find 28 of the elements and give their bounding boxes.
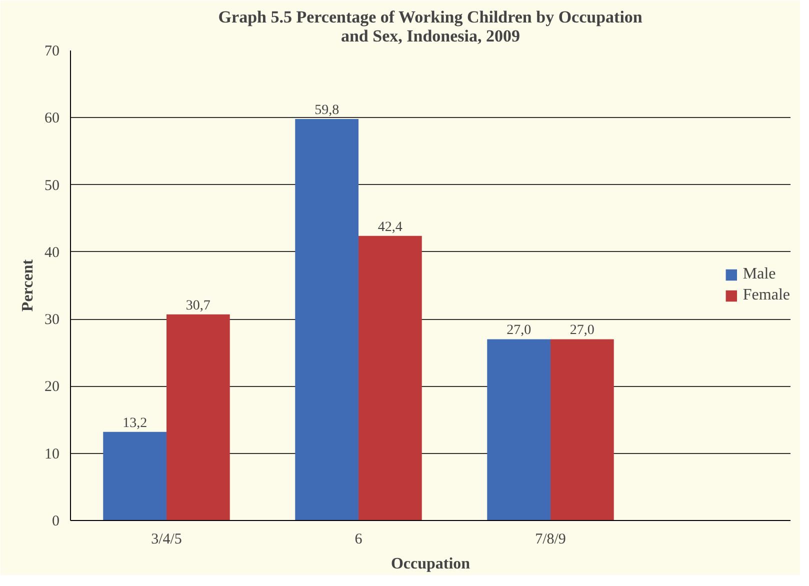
chart-title: Graph 5.5 Percentage of Working Children by Occupation and Sex, Indonesia, 2009	[218, 8, 643, 46]
legend-label: Male	[742, 266, 776, 284]
y-tick-label: 20	[44, 379, 60, 396]
y-axis-title: Percent	[20, 258, 36, 312]
x-axis-title: Occupation	[390, 556, 470, 572]
data-label: 59,8	[314, 102, 340, 118]
data-label: 13,2	[122, 416, 148, 431]
bar	[358, 236, 422, 520]
y-tick-label: 10	[44, 446, 60, 462]
x-tick-label: 3/4/5	[151, 532, 182, 548]
y-tick-label: 60	[44, 110, 60, 127]
data-label: 27,0	[570, 323, 594, 338]
bar	[103, 432, 166, 520]
data-label: 30,7	[186, 298, 210, 314]
bar	[166, 314, 230, 520]
bar	[550, 339, 614, 520]
bar	[295, 118, 358, 520]
y-tick-label: 70	[44, 44, 60, 60]
y-tick-label: 50	[44, 178, 60, 194]
legend-label: Female	[742, 286, 790, 304]
data-label: 27,0	[506, 323, 532, 338]
y-tick-label: 0	[52, 514, 60, 530]
y-tick-label: 30	[44, 312, 60, 328]
y-tick-label: 40	[44, 244, 60, 261]
bar	[487, 339, 550, 520]
data-label: 42,4	[378, 220, 402, 235]
x-tick-label: 6	[354, 532, 363, 548]
x-tick-label: 7/8/9	[535, 532, 566, 548]
